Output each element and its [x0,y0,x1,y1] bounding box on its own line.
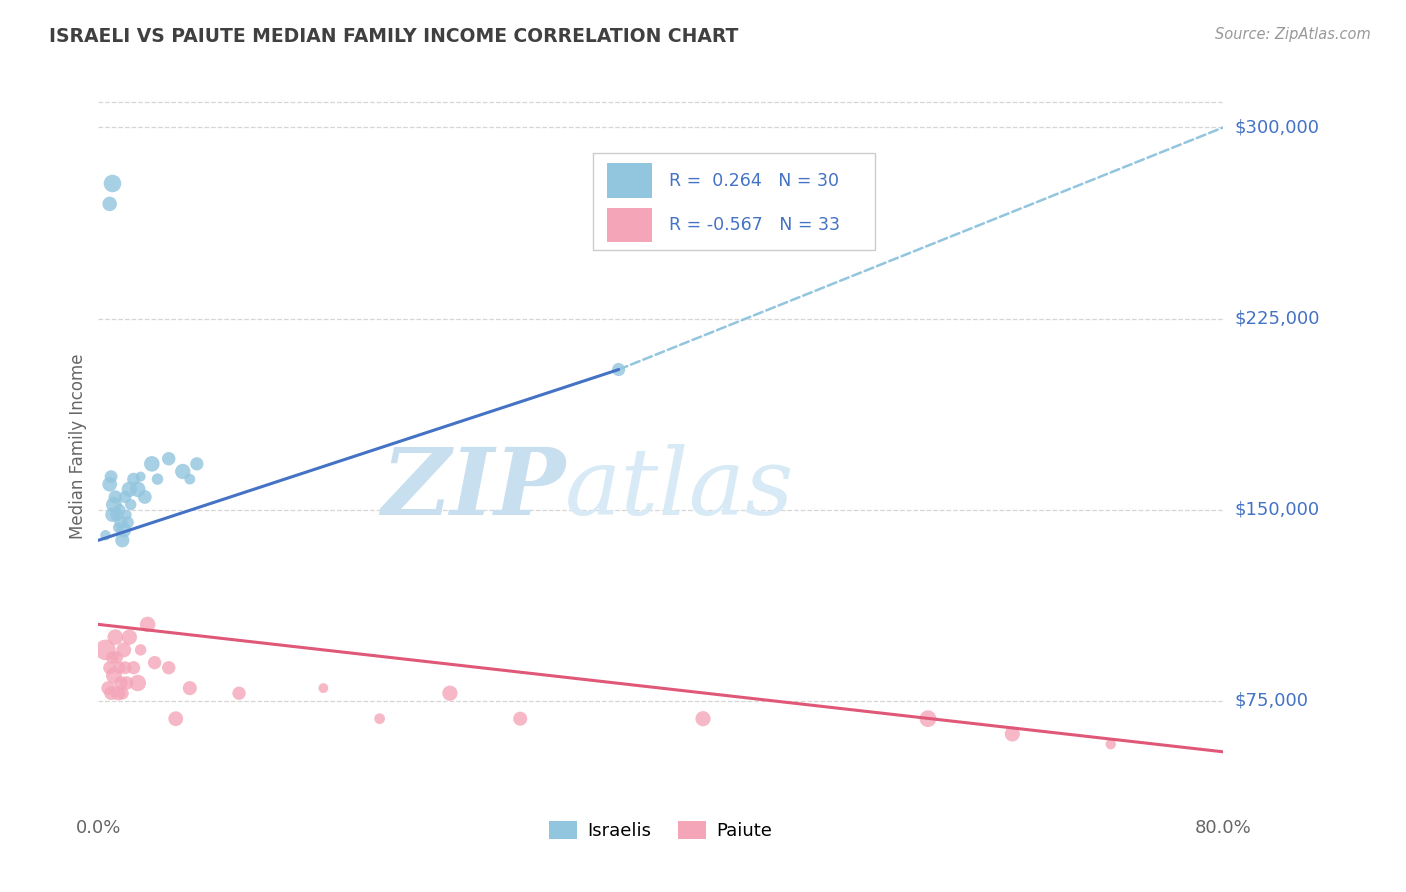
Point [157,451,180,466]
Text: R = -0.567   N = 33: R = -0.567 N = 33 [669,216,839,234]
Point [129,469,152,483]
Point [1001,727,1024,741]
Point [172,465,194,479]
Point [101,508,124,522]
Legend: Israelis, Paiute: Israelis, Paiute [543,814,779,847]
Point [439,686,461,700]
Point [146,472,169,486]
Text: $300,000: $300,000 [1234,119,1319,136]
Point [136,617,159,632]
Point [97,681,120,695]
Point [122,472,145,486]
Point [104,490,127,504]
Point [917,712,939,726]
Point [141,457,163,471]
Text: ZIP: ZIP [381,444,565,533]
Point [692,712,714,726]
Point [110,516,132,530]
FancyBboxPatch shape [607,208,652,242]
Point [100,469,122,483]
Point [607,362,630,376]
Point [112,523,135,537]
Point [108,661,131,675]
Point [118,630,141,644]
Point [104,630,127,644]
Point [165,712,187,726]
Point [115,676,138,690]
Point [94,528,117,542]
Point [122,661,145,675]
Point [105,650,128,665]
Point [179,472,201,486]
Point [112,643,135,657]
Point [111,533,134,548]
Point [127,676,149,690]
Point [105,508,128,522]
Point [368,712,391,726]
Point [179,681,201,695]
Text: Source: ZipAtlas.com: Source: ZipAtlas.com [1215,27,1371,42]
Point [143,656,166,670]
Point [157,661,180,675]
Point [108,502,131,516]
Point [117,516,139,530]
Point [107,520,129,534]
Point [103,498,125,512]
Point [98,477,121,491]
Point [101,177,124,191]
Text: $75,000: $75,000 [1234,692,1309,710]
Text: atlas: atlas [565,444,794,533]
Text: ISRAELI VS PAIUTE MEDIAN FAMILY INCOME CORRELATION CHART: ISRAELI VS PAIUTE MEDIAN FAMILY INCOME C… [49,27,738,45]
Point [127,483,149,497]
Point [509,712,531,726]
Point [98,197,121,211]
Text: $225,000: $225,000 [1234,310,1320,327]
Point [120,498,142,512]
Point [129,643,152,657]
Point [98,661,121,675]
Y-axis label: Median Family Income: Median Family Income [69,353,87,539]
Point [115,508,138,522]
Point [100,686,122,700]
Point [107,686,129,700]
FancyBboxPatch shape [607,163,652,198]
Point [134,490,156,504]
Text: R =  0.264   N = 30: R = 0.264 N = 30 [669,171,839,189]
Text: $150,000: $150,000 [1234,500,1319,519]
Point [186,457,208,471]
Point [312,681,335,695]
Point [114,661,136,675]
FancyBboxPatch shape [593,153,875,250]
Point [1099,737,1122,751]
Point [114,490,136,504]
Point [111,686,134,700]
Point [101,650,124,665]
Point [228,686,250,700]
Point [103,668,125,682]
Point [110,676,132,690]
Point [94,643,117,657]
Point [118,483,141,497]
